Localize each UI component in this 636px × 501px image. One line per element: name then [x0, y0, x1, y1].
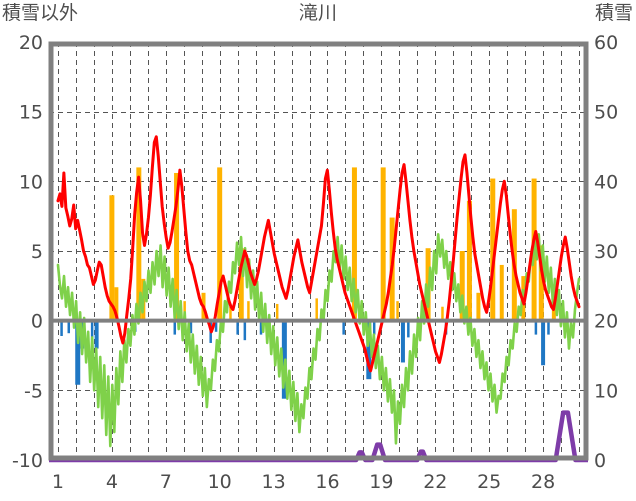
x-axis-ticks: 1 4 7 10 13 16 19 22 25 28: [52, 471, 555, 493]
svg-text:40: 40: [594, 171, 618, 193]
right-axis-title: 積雪: [594, 2, 633, 24]
svg-text:7: 7: [160, 471, 172, 493]
svg-text:5: 5: [31, 241, 43, 263]
snow-depth-line: [49, 410, 588, 463]
svg-text:25: 25: [477, 471, 501, 493]
right-axis-ticks: 0 10 20 30 40 50 60: [581, 32, 618, 472]
chart-title: 滝川: [298, 2, 337, 24]
svg-text:28: 28: [531, 471, 555, 493]
svg-text:30: 30: [594, 241, 618, 263]
svg-text:-10: -10: [12, 450, 43, 472]
max-temperature-line: [56, 135, 581, 373]
svg-text:1: 1: [52, 471, 64, 493]
svg-text:22: 22: [423, 471, 447, 493]
svg-text:13: 13: [261, 471, 285, 493]
svg-text:10: 10: [19, 171, 43, 193]
svg-text:60: 60: [594, 32, 618, 54]
svg-text:20: 20: [594, 311, 618, 333]
svg-text:0: 0: [31, 311, 43, 333]
svg-text:20: 20: [19, 32, 43, 54]
svg-text:50: 50: [594, 102, 618, 124]
min-temperature-line: [56, 232, 581, 448]
svg-text:10: 10: [208, 471, 232, 493]
svg-text:10: 10: [594, 380, 618, 402]
left-axis-title: 積雪以外: [2, 2, 79, 24]
svg-text:-5: -5: [24, 380, 43, 402]
svg-text:15: 15: [19, 102, 43, 124]
svg-text:16: 16: [315, 471, 339, 493]
svg-text:4: 4: [106, 471, 118, 493]
svg-text:19: 19: [369, 471, 393, 493]
left-axis-ticks: -10 -5 0 5 10 15 20: [12, 32, 43, 472]
svg-text:0: 0: [594, 450, 606, 472]
plot-frame: [48, 41, 589, 461]
